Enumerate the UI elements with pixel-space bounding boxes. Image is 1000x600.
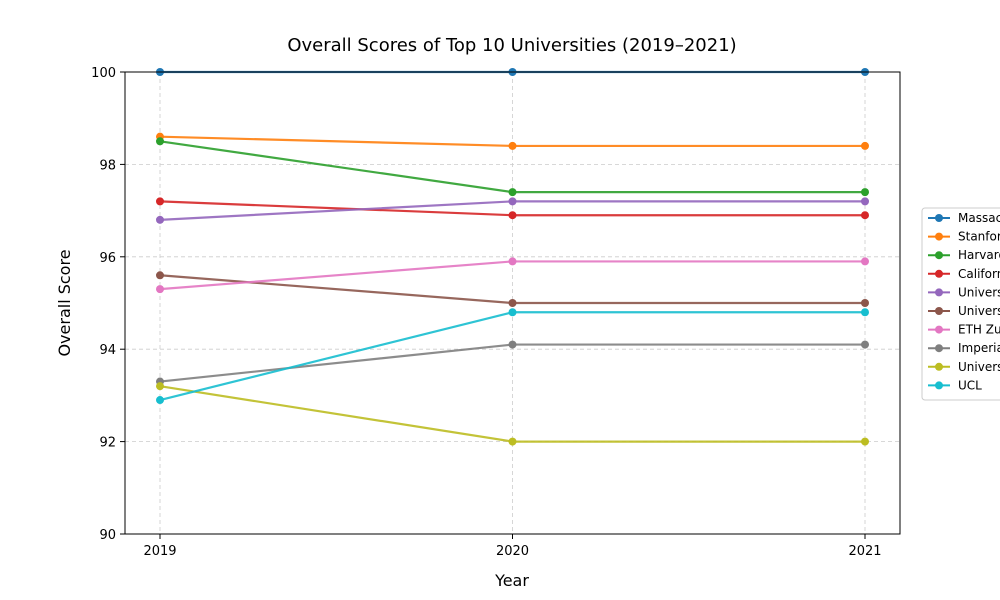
legend-entry-label: Imperia (958, 341, 1000, 355)
y-tick-label: 90 (99, 528, 116, 543)
data-point (508, 257, 517, 266)
x-axis-ticks: 2019 2020 2021 (143, 534, 882, 559)
data-point (508, 188, 517, 197)
data-point (156, 197, 164, 206)
legend-entry-label: ETH Zu (958, 323, 1000, 337)
plot-frame (124, 71, 901, 535)
legend: Massac Stanfor Harvard Californ Univers Unive… (921, 207, 1000, 401)
x-tick-label: 2020 (496, 544, 529, 559)
legend-swatch-marker (935, 307, 943, 315)
data-point (861, 197, 869, 206)
data-point (861, 141, 869, 150)
legend-swatch-marker (935, 325, 943, 334)
data-point (156, 137, 164, 146)
legend-entry-label: Univers (958, 360, 1000, 374)
data-point (508, 437, 517, 446)
y-tick-label: 98 (99, 158, 116, 173)
y-tick-label: 94 (99, 343, 116, 358)
legend-entry-label: Stanfor (958, 230, 1000, 244)
legend-entry-label: Univers (958, 304, 1000, 318)
y-axis-label: Overall Score (55, 249, 74, 356)
legend-entry-label: Massac (958, 211, 1000, 225)
data-point (861, 299, 869, 307)
data-point (508, 141, 517, 150)
data-point (508, 197, 517, 206)
legend-swatch-marker (935, 251, 943, 260)
data-point (156, 271, 164, 280)
data-point (156, 215, 164, 224)
data-point (508, 340, 517, 349)
legend-swatch-marker (935, 381, 943, 390)
y-tick-label: 100 (91, 66, 116, 81)
data-point (861, 211, 869, 220)
data-point (861, 308, 869, 317)
data-point (156, 285, 164, 294)
y-tick-label: 96 (99, 251, 116, 266)
legend-swatch-marker (935, 362, 943, 371)
x-axis-label: Year (494, 571, 529, 590)
data-point (861, 340, 869, 349)
data-point (861, 437, 869, 446)
data-point (861, 188, 869, 197)
y-tick-label: 92 (99, 436, 116, 451)
legend-swatch-marker (935, 288, 943, 297)
legend-entry-label: Harvard (958, 248, 1000, 262)
y-axis-ticks: 90 92 94 96 98 100 (91, 66, 125, 543)
legend-entry-label: Univers (958, 285, 1000, 299)
legend-swatch-marker (935, 344, 943, 353)
data-point (508, 211, 517, 220)
data-point (156, 396, 164, 405)
data-point (508, 299, 517, 307)
legend-swatch-marker (935, 214, 943, 222)
legend-entry-label: Californ (958, 267, 1000, 281)
legend-swatch-marker (935, 269, 943, 278)
data-point (508, 308, 517, 317)
data-point (861, 257, 869, 266)
x-tick-label: 2021 (848, 544, 881, 559)
legend-swatch-marker (935, 232, 943, 241)
chart-title: Overall Scores of Top 10 Universities (2… (287, 35, 736, 56)
x-tick-label: 2019 (143, 544, 176, 559)
legend-entry-label: UCL (958, 378, 982, 392)
data-point (156, 382, 164, 391)
